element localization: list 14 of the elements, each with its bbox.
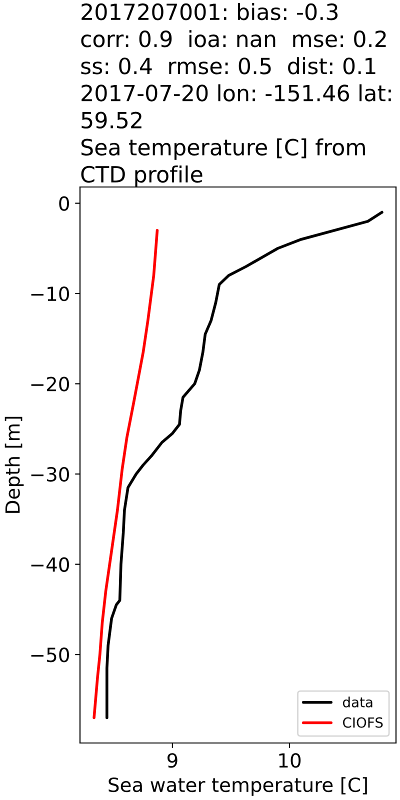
y-tick-label: −20: [31, 376, 69, 392]
y-tick-label: −10: [31, 286, 69, 302]
line-series: [92, 228, 159, 720]
legend-label: CIOFS: [342, 717, 383, 728]
y-tick-label: −50: [31, 648, 69, 662]
x-tick-label: 10: [279, 753, 301, 768]
x-axis-title: Sea water temperature [C]: [108, 777, 367, 796]
y-tick-label: −40: [31, 557, 69, 572]
x-tick-label: 9: [168, 753, 178, 768]
y-tick-label: 0: [59, 196, 69, 211]
y-tick-label: −30: [31, 466, 69, 482]
y-axis-title: Depth [m]: [4, 416, 24, 513]
chart-title: 2017207001: bias: -0.3 corr: 0.9 ioa: nan mse: 0.2 ss: 0.4 rmse: 0.5 dist: 0.1 2017-07-20 lon: -151.46 lat: 59.52 Sea temperature [C] from CTD profile: [81, 3, 391, 187]
legend-label: data: [342, 696, 372, 708]
